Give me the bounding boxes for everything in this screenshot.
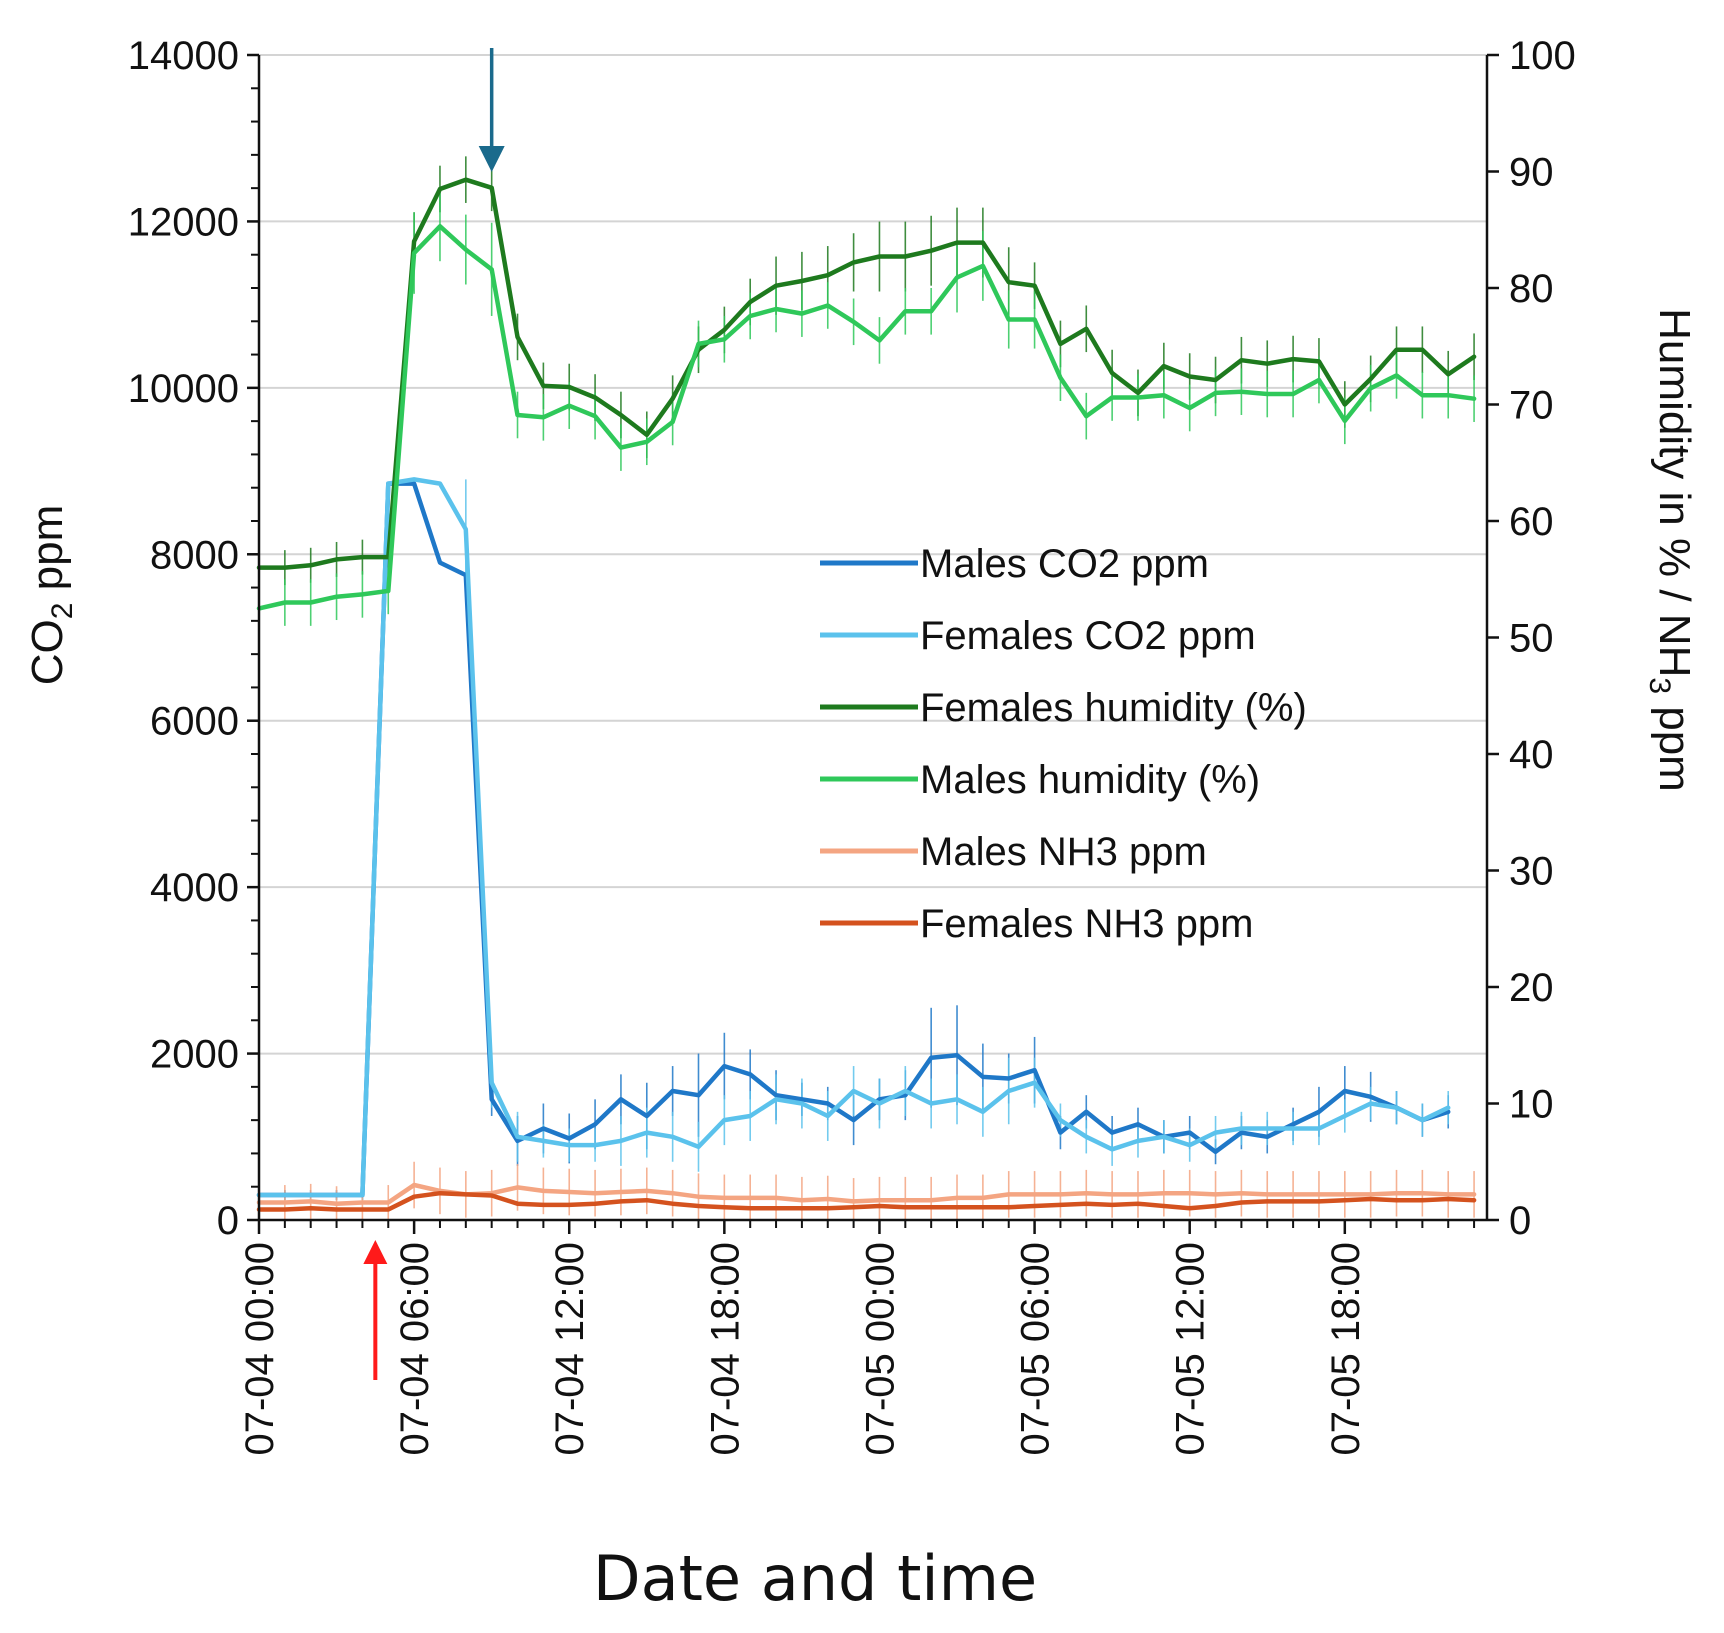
- series-line-females-humidity: [256, 177, 1477, 570]
- legend-label: Males NH3 ppm: [920, 830, 1207, 874]
- series-line-females-co2-ppm: [256, 477, 1451, 1198]
- right-axis-title: Humidity in % / NH3 ppm: [1643, 308, 1699, 792]
- right-tick-label: 80: [1509, 267, 1554, 311]
- x-axis-ticks: 07-04 00:00 07-04 06:00 07-04 12:00 07-04 1…: [238, 1220, 1476, 1456]
- right-tick-label: 60: [1509, 500, 1554, 544]
- x-tick-label: 07-05 18:00: [1324, 1242, 1368, 1456]
- right-tick-label: 0: [1509, 1199, 1531, 1243]
- right-tick-label: 20: [1509, 966, 1554, 1010]
- legend-label: Males humidity (%): [920, 758, 1260, 802]
- right-axis-ticks: 0 10 20 30 40 50 60 70 80 90 100: [1487, 34, 1576, 1243]
- left-tick-label: 12000: [128, 200, 239, 244]
- series-lines: [256, 177, 1477, 1212]
- left-tick-label: 14000: [128, 34, 239, 78]
- legend-label: Males CO2 ppm: [920, 542, 1209, 586]
- left-tick-label: 8000: [150, 533, 239, 577]
- right-tick-label: 10: [1509, 1083, 1554, 1127]
- series-line-males-co2-ppm: [256, 481, 1451, 1198]
- left-tick-label: 4000: [150, 866, 239, 910]
- x-axis-title: Date and time: [593, 1542, 1037, 1615]
- right-tick-label: 40: [1509, 733, 1554, 777]
- right-tick-label: 70: [1509, 384, 1554, 428]
- left-tick-label: 10000: [128, 367, 239, 411]
- left-tick-label: 2000: [150, 1033, 239, 1077]
- x-tick-label: 07-04 12:00: [548, 1242, 592, 1456]
- legend-label: Females humidity (%): [920, 686, 1307, 730]
- x-tick-label: 07-05 00:00: [858, 1242, 902, 1456]
- left-axis-ticks: 0 2000 4000 6000 8000 10000 12000 14000: [128, 34, 259, 1243]
- x-tick-label: 07-04 00:00: [238, 1242, 282, 1456]
- x-tick-label: 07-05 06:00: [1014, 1242, 1058, 1456]
- x-tick-label: 07-05 12:00: [1169, 1242, 1213, 1456]
- left-tick-label: 0: [217, 1199, 239, 1243]
- left-tick-label: 6000: [150, 700, 239, 744]
- series-line-males-humidity: [256, 224, 1477, 611]
- annotations: [363, 48, 505, 1380]
- gridlines: [259, 54, 1487, 1055]
- legend-label: Females NH3 ppm: [920, 902, 1253, 946]
- right-tick-label: 50: [1509, 617, 1554, 661]
- right-tick-label: 100: [1509, 34, 1576, 78]
- arrow-down-head: [478, 146, 505, 172]
- x-tick-label: 07-04 06:00: [393, 1242, 437, 1456]
- series-line-females-nh3-ppm: [256, 1190, 1477, 1212]
- x-tick-label: 07-04 18:00: [703, 1242, 747, 1456]
- right-tick-label: 90: [1509, 151, 1554, 195]
- left-axis-title: CO2 ppm: [23, 505, 79, 686]
- arrow-up-head: [363, 1240, 388, 1264]
- legend: Males CO2 ppm Females CO2 ppm Females humi…: [820, 542, 1307, 946]
- legend-label: Females CO2 ppm: [920, 614, 1256, 658]
- right-tick-label: 30: [1509, 850, 1554, 894]
